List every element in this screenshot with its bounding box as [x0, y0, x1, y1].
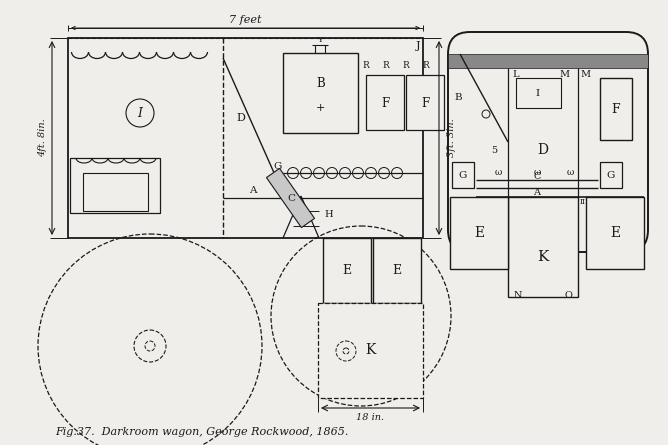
Text: II: II [580, 198, 586, 206]
Text: 18 in.: 18 in. [356, 413, 384, 421]
Bar [70, 158, 160, 213]
Text: G: G [459, 170, 467, 179]
Text: F: F [381, 97, 389, 109]
Text: H: H [325, 210, 333, 218]
Text: N: N [514, 291, 522, 300]
Text: Fig.37.  Darkroom wagon, George Rockwood, 1865.: Fig.37. Darkroom wagon, George Rockwood,… [55, 427, 349, 437]
Text: R: R [363, 61, 369, 69]
Bar [600, 78, 632, 140]
Text: B: B [316, 77, 325, 89]
Bar [83, 173, 148, 211]
Text: M: M [560, 69, 570, 78]
Text: I: I [536, 89, 540, 97]
Text: 7 feet: 7 feet [229, 15, 262, 25]
Bar [68, 38, 423, 238]
Text: R: R [383, 61, 389, 69]
Text: G: G [274, 162, 282, 170]
Text: E: E [474, 226, 484, 240]
Text: 5: 5 [491, 146, 497, 154]
Bar [452, 162, 474, 188]
Text: D: D [538, 143, 548, 157]
Text: 4ft. 8in.: 4ft. 8in. [38, 119, 47, 158]
Bar [450, 197, 508, 269]
Text: C: C [287, 194, 295, 202]
FancyBboxPatch shape [448, 32, 648, 252]
Text: A: A [249, 186, 257, 194]
Text: ω: ω [494, 167, 502, 177]
Text: E: E [343, 263, 351, 276]
Text: F: F [612, 102, 621, 116]
Text: R: R [423, 61, 430, 69]
Bar [323, 238, 371, 303]
FancyArrow shape [267, 168, 315, 227]
Text: G: G [607, 170, 615, 179]
Text: I: I [138, 106, 142, 120]
Text: C: C [533, 171, 540, 181]
Text: E: E [610, 226, 620, 240]
Bar [600, 162, 622, 188]
Text: B: B [454, 93, 462, 101]
Text: O: O [564, 291, 572, 300]
Text: D: D [236, 113, 245, 123]
Text: +: + [316, 103, 325, 113]
Bar [586, 197, 644, 269]
Text: E: E [392, 263, 401, 276]
Text: Y: Y [317, 36, 323, 44]
Text: L: L [512, 69, 519, 78]
Bar [508, 197, 578, 297]
Text: J: J [415, 41, 420, 51]
Text: 3ft. 3in.: 3ft. 3in. [447, 119, 456, 158]
Text: K: K [365, 343, 375, 357]
Text: A: A [534, 187, 540, 197]
Bar [318, 303, 423, 398]
Text: K: K [537, 250, 548, 264]
Bar [406, 75, 444, 130]
Text: M: M [581, 69, 591, 78]
Text: R: R [403, 61, 409, 69]
Text: ω: ω [566, 167, 574, 177]
Bar [373, 238, 421, 303]
Bar [448, 54, 648, 68]
Text: F: F [421, 97, 429, 109]
Bar [516, 78, 561, 108]
Bar [366, 75, 404, 130]
Text: ω: ω [533, 167, 540, 177]
Bar [283, 53, 358, 133]
